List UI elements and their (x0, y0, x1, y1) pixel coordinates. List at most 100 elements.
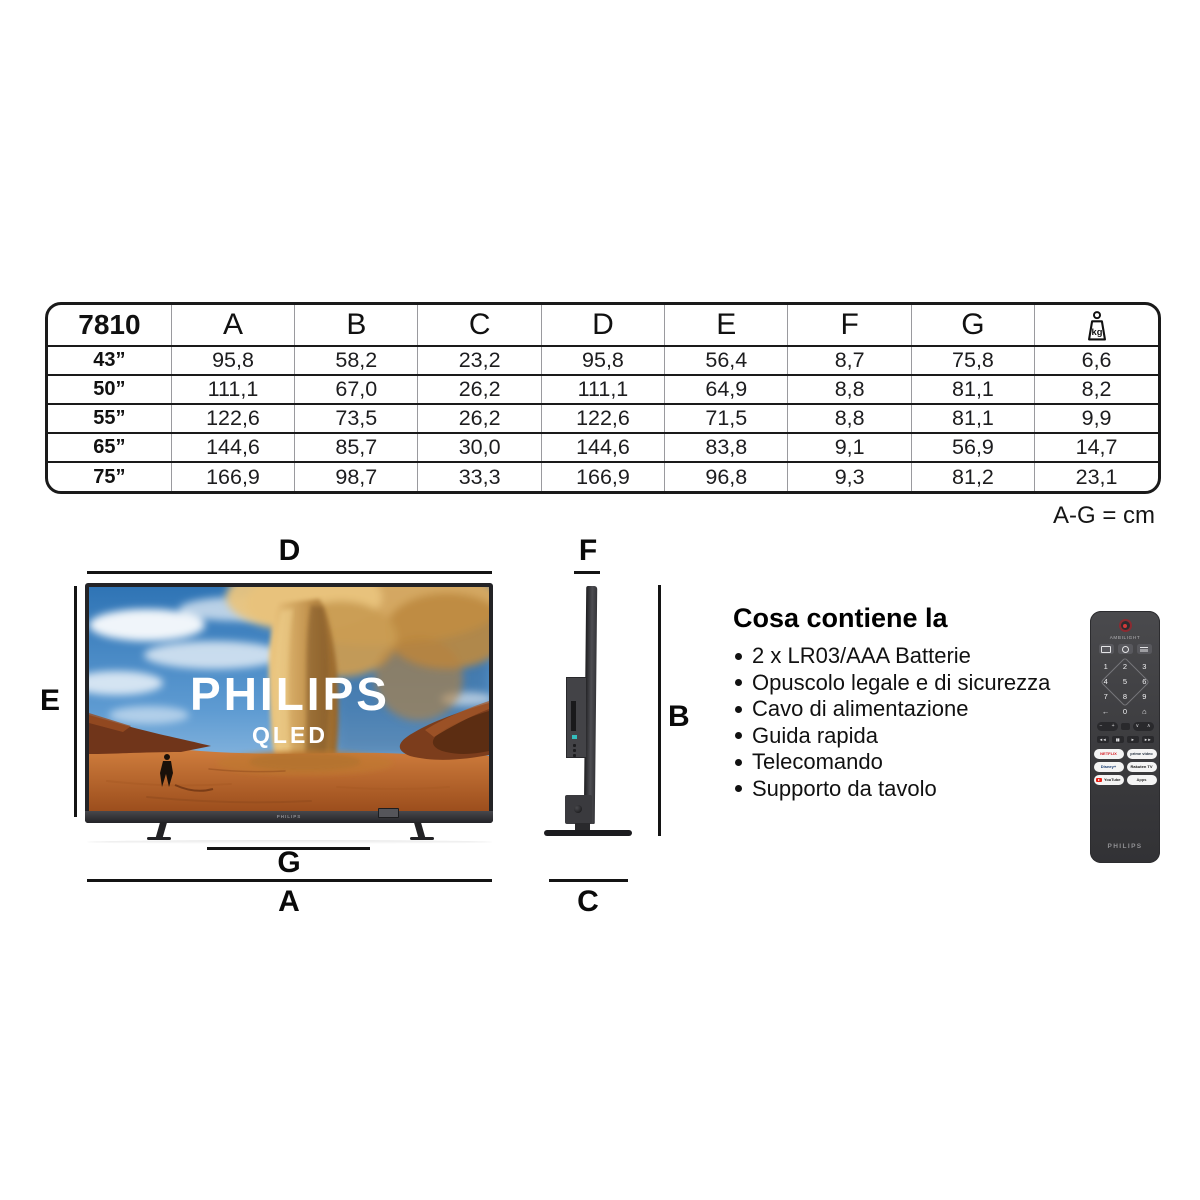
sources-button (1098, 644, 1114, 654)
search-icon (1121, 645, 1129, 653)
side-port-dot (573, 744, 576, 747)
dim-label-a: A (278, 885, 300, 918)
side-port-dot (573, 754, 576, 757)
item-text: 2 x LR03/AAA Batterie (752, 643, 971, 668)
remote-app-prime-video: prime video (1126, 749, 1157, 759)
remote-key-8: 8 (1122, 692, 1128, 701)
remote-app-netflix: NETFLIX (1093, 749, 1124, 759)
tv-side-electronics (566, 677, 586, 758)
remote-key-9: 9 (1142, 692, 1147, 701)
dim-value: 26,2 (417, 374, 542, 404)
bullet-icon (735, 758, 742, 766)
bezel-control-notch (378, 808, 399, 818)
dim-value: 8,8 (787, 374, 912, 404)
dim-value: 122,6 (540, 403, 665, 433)
tv-screen-image: PHILIPS QLED (89, 587, 489, 811)
column-header-e: E (664, 305, 788, 347)
dim-value: 98,7 (294, 461, 418, 491)
channel-rocker: ∨ ∧ (1132, 722, 1154, 731)
foot-blade (155, 822, 168, 837)
dim-value: 14,7 (1034, 432, 1158, 462)
dim-label-c: C (577, 885, 599, 918)
dim-line-b (658, 585, 661, 836)
app-label: Rakuten TV (1130, 764, 1153, 770)
app-label: NETFLIX (1100, 751, 1117, 757)
tv-front-view: PHILIPS QLED PHILIPS (85, 583, 493, 823)
stand-screw-icon (574, 805, 582, 813)
spec-row-55: 55” 122,6 73,5 26,2 122,6 71,5 8,8 81,1 9,9 (48, 403, 1158, 433)
dim-value: 122,6 (170, 403, 295, 433)
dim-line-g (207, 847, 370, 850)
unit-note: A-G = cm (1052, 502, 1155, 529)
home-button: ⌂ (1142, 707, 1147, 716)
back-button: ← (1101, 707, 1110, 716)
menu-lines-icon (1140, 646, 1148, 652)
tv-foot-left (147, 822, 173, 840)
kg-label: kg (1091, 327, 1102, 337)
row-size-label: 65” (48, 432, 172, 462)
tv-side-stand-base (544, 830, 632, 836)
remote-key-7: 7 (1103, 692, 1108, 701)
tv-bottom-bezel: PHILIPS (85, 808, 493, 823)
dim-value: 85,7 (294, 432, 418, 462)
dim-value: 111,1 (170, 374, 295, 404)
volume-rocker: − + (1096, 722, 1118, 731)
remote-key-0: 0 (1122, 707, 1128, 716)
remote-play-button: ► (1126, 735, 1139, 743)
dim-value: 8,8 (787, 403, 912, 433)
box-contents-title: Cosa contiene la (733, 603, 948, 633)
item-text: Opuscolo legale e di sicurezza (752, 669, 1051, 695)
remote-forward-button: ►► (1141, 735, 1154, 743)
tv-side-stand-neck (575, 823, 590, 831)
dim-label-f: F (578, 534, 598, 567)
dim-value: 33,3 (417, 461, 542, 491)
up-icon: ∧ (1146, 722, 1151, 729)
dim-value: 8,2 (1034, 374, 1158, 404)
app-label: prime video (1130, 751, 1153, 757)
minus-icon: − (1099, 722, 1103, 729)
dim-value: 81,2 (910, 461, 1035, 491)
spec-row-75: 75” 166,9 98,7 33,3 166,9 96,8 9,3 81,2 23,1 (48, 461, 1158, 491)
screen-brand-text: PHILIPS (190, 668, 390, 720)
bullet-icon (735, 679, 742, 687)
box-content-item: Opuscolo legale e di sicurezza (733, 670, 1073, 697)
spec-row-65: 65” 144,6 85,7 30,0 144,6 83,8 9,1 56,9 14,7 (48, 432, 1158, 462)
column-header-kg: kg (1034, 305, 1158, 347)
app-label: YouTube (1103, 777, 1121, 783)
youtube-play-icon (1096, 777, 1103, 782)
spec-row-43: 43” 95,8 58,2 23,2 95,8 56,4 8,7 75,8 6,6 (48, 346, 1158, 375)
spec-row-50: 50” 111,1 67,0 26,2 111,1 64,9 8,8 81,1 8,2 (48, 374, 1158, 404)
tv-foot-right (408, 822, 434, 840)
dim-value: 9,9 (1034, 403, 1158, 433)
row-size-label: 43” (93, 349, 126, 371)
box-content-item: Guida rapida (733, 723, 1073, 750)
dim-label-b: B (668, 700, 690, 733)
dim-line-f (574, 571, 600, 574)
item-text: Guida rapida (752, 722, 878, 748)
dim-value: 8,7 (787, 346, 912, 375)
box-content-item: Cavo di alimentazione (733, 696, 1073, 723)
remote-key-4: 4 (1103, 677, 1108, 686)
remote-key-6: 6 (1142, 677, 1147, 686)
box-content-item: Supporto da tavolo (733, 776, 1073, 803)
column-header-f: F (787, 305, 912, 347)
dim-value: 9,1 (787, 432, 912, 462)
dim-value: 30,0 (417, 432, 542, 462)
remote-key-2: 2 (1122, 662, 1128, 671)
row-size-label: 55” (48, 403, 172, 433)
box-content-item: 2 x LR03/AAA Batterie (733, 643, 1073, 670)
bullet-icon (735, 785, 742, 793)
item-text: Telecomando (752, 749, 883, 774)
tv-side-stand-mount (565, 795, 592, 824)
dim-line-a (87, 879, 492, 882)
model-number: 7810 (48, 305, 172, 347)
person-figure (160, 754, 214, 792)
dim-value: 9,3 (787, 461, 912, 491)
dim-value: 56,4 (664, 346, 788, 375)
remote-pause-button: ▮▮ (1111, 735, 1124, 743)
dim-value: 26,2 (417, 403, 542, 433)
foot-pad (147, 836, 171, 840)
bullet-icon (735, 732, 742, 740)
